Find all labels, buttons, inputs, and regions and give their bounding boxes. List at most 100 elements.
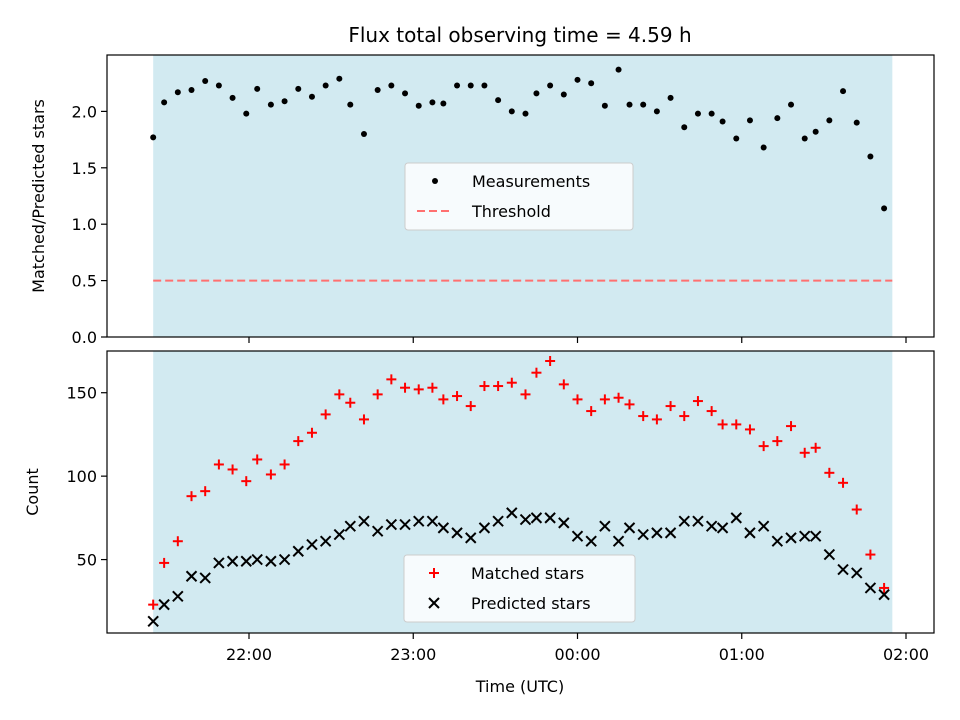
predicted-star-point (147, 615, 159, 628)
x-tick-label: 01:00 (719, 645, 765, 664)
matched-star-point (692, 396, 703, 407)
matched-star-point (706, 406, 717, 417)
measurement-point (667, 94, 674, 101)
measurement-point (188, 86, 195, 93)
matched-star-point (293, 436, 304, 447)
measurement-point (454, 82, 461, 89)
predicted-star-point (757, 520, 770, 532)
matched-star-point (465, 401, 476, 412)
matched-star-point (665, 401, 676, 412)
measurement-point (336, 75, 343, 82)
predicted-star-point (851, 567, 863, 579)
measurement-point (347, 101, 354, 108)
measurement-point (653, 108, 660, 115)
measurement-point (626, 101, 633, 108)
predicted-star-point (623, 522, 636, 534)
measurement-point (495, 97, 502, 104)
panel-count: 50 100 150 22:00 23:00 00:00 01:00 02:00 Count Ma… (23, 350, 935, 664)
y-tick-label: 0.0 (72, 328, 97, 347)
predicted-star-point (478, 522, 491, 534)
measurement-point (281, 98, 288, 105)
predicted-star-point (265, 555, 277, 567)
predicted-star-point (251, 553, 263, 566)
legend-marker-measurements (432, 178, 438, 184)
y-tick-label: 1.0 (72, 215, 97, 234)
measurement-point (360, 130, 367, 137)
measurement-point (881, 205, 888, 212)
predicted-star-point (319, 535, 332, 547)
measurement-point (308, 93, 315, 100)
matched-star-point (638, 411, 649, 422)
matched-star-point (241, 476, 252, 487)
predicted-star-point (333, 528, 346, 541)
measurement-point (481, 82, 488, 89)
measurement-point (522, 110, 529, 117)
matched-star-point (334, 389, 345, 400)
matched-star-point (731, 419, 742, 430)
measurement-point (788, 101, 795, 108)
legend-marker-predicted (428, 597, 440, 609)
matched-star-point (799, 447, 810, 458)
matched-star-point (172, 536, 183, 547)
matched-star-point (679, 411, 690, 422)
measurement-point (840, 88, 847, 95)
legend-label: Predicted stars (471, 594, 591, 613)
predicted-star-point (358, 515, 370, 527)
predicted-star-point (413, 515, 425, 527)
measurement-point (853, 119, 860, 126)
measurement-point (867, 153, 874, 160)
measurement-point (760, 144, 767, 151)
predicted-star-point (292, 545, 304, 557)
predicted-star-point (599, 520, 611, 532)
matched-star-point (758, 441, 769, 452)
matched-star-point (358, 414, 369, 425)
predicted-star-point (306, 538, 318, 551)
matched-star-point (772, 436, 783, 447)
matched-star-point (372, 389, 383, 400)
x-tick-label: 22:00 (226, 645, 272, 664)
measurement-point (215, 82, 222, 89)
predicted-star-point (612, 535, 625, 547)
matched-star-point (452, 391, 463, 402)
measurement-point (161, 99, 168, 106)
matched-star-point (479, 381, 490, 392)
y-axis-label: Matched/Predicted stars (29, 99, 48, 293)
predicted-star-point (530, 512, 543, 524)
predicted-star-point (637, 528, 649, 541)
predicted-star-point (385, 518, 398, 531)
matched-star-point (744, 424, 755, 435)
predicted-star-point (771, 535, 784, 547)
matched-star-point (227, 464, 238, 475)
measurement-point (388, 82, 395, 89)
predicted-star-point (185, 570, 198, 582)
predicted-star-point (465, 532, 477, 544)
predicted-star-point (506, 507, 518, 519)
measurement-point (295, 85, 302, 92)
predicted-star-point (799, 530, 811, 542)
matched-star-point (879, 582, 890, 593)
measurement-point (774, 115, 781, 122)
x-tick-label: 02:00 (883, 645, 929, 664)
matched-star-point (265, 469, 276, 480)
matched-star-point (252, 454, 263, 465)
measurement-point (440, 100, 447, 107)
y-tick-label: 50 (77, 551, 97, 570)
matched-star-point (572, 394, 583, 405)
predicted-star-point (344, 520, 356, 532)
predicted-star-point (730, 512, 742, 524)
matched-star-point (651, 414, 662, 425)
predicted-star-point (213, 557, 225, 569)
predicted-star-point (585, 535, 597, 547)
measurement-point (588, 80, 595, 87)
legend: Measurements Threshold (404, 162, 634, 231)
y-tick-label: 0.5 (72, 272, 97, 291)
measurement-point (467, 82, 474, 89)
predicted-star-point (678, 515, 690, 527)
predicted-star-point (692, 515, 704, 527)
y-tick-label: 1.5 (72, 159, 97, 178)
measurement-point (174, 89, 181, 96)
matched-star-point (824, 467, 835, 478)
matched-star-point (865, 549, 876, 560)
predicted-star-point (426, 515, 439, 527)
measurement-point (402, 90, 409, 97)
